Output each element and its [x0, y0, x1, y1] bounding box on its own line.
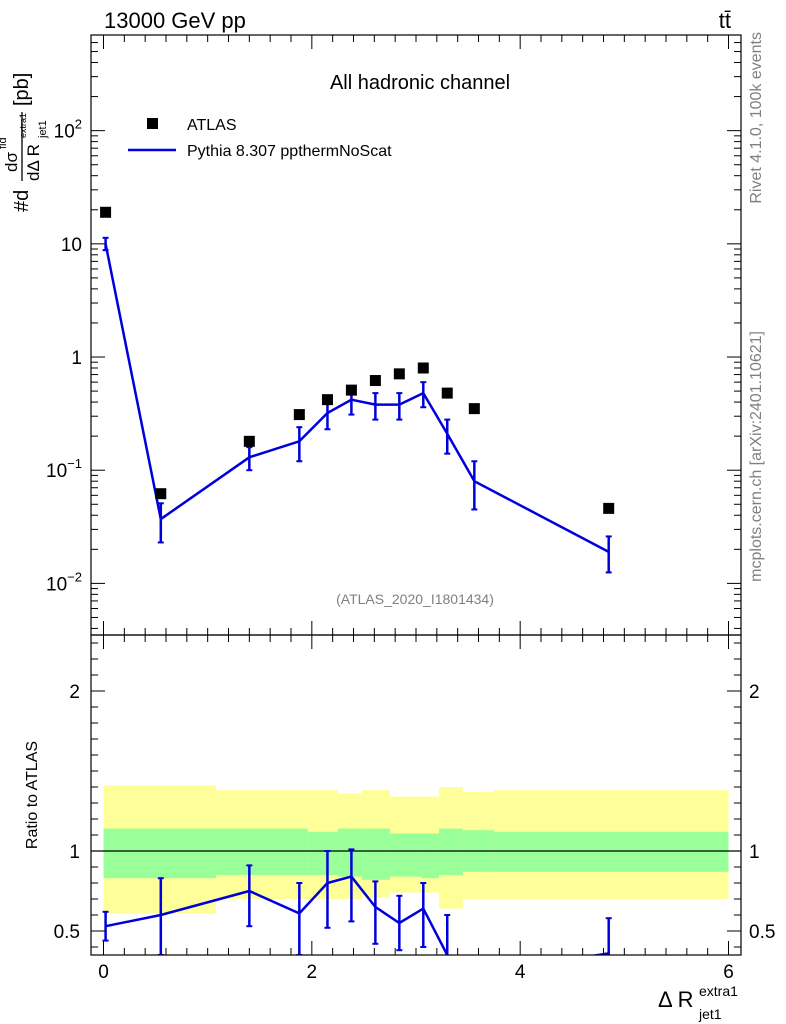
uncertainty-band-inner	[389, 833, 422, 877]
y-label-unit: [pb]	[11, 73, 33, 106]
legend: ATLAS Pythia 8.307 ppthermNoScat	[128, 117, 392, 160]
source-label: mcplots.cern.ch [arXiv:2401.10621]	[748, 331, 765, 582]
ratio-y-axis-label: Ratio to ATLAS	[24, 741, 41, 849]
x-tick-label: 6	[723, 962, 734, 983]
legend-atlas-marker	[147, 118, 158, 129]
atlas-data-point	[603, 502, 615, 514]
atlas-data-point	[243, 435, 255, 447]
y-label-numerator: dσ	[2, 152, 21, 172]
ratio-axis-ticks: 0.5 0.5 1 1 2 2 0 2 4 6	[54, 635, 775, 983]
uncertainty-band-inner	[494, 831, 729, 872]
uncertainty-band-inner	[421, 833, 439, 879]
uncertainty-band-inner	[216, 828, 308, 875]
uncertainty-band-inner	[438, 828, 463, 875]
ratio-y-tick-label-right: 0.5	[749, 922, 775, 943]
y-label-denominator-sub: jet1	[37, 120, 49, 139]
x-tick-label: 2	[307, 962, 318, 983]
atlas-data-point	[417, 362, 429, 374]
x-tick-label: 4	[515, 962, 526, 983]
ratio-y-tick-label-right: 1	[749, 842, 760, 863]
x-label-main: Δ R	[658, 987, 693, 1012]
rivet-version-label: Rivet 4.1.0, 100k events	[748, 32, 765, 204]
uncertainty-band-inner	[307, 831, 338, 875]
x-tick-label: 0	[98, 962, 109, 983]
chart-title: All hadronic channel	[330, 72, 510, 94]
atlas-data-point	[393, 368, 405, 380]
legend-atlas-label: ATLAS	[187, 117, 237, 134]
main-y-axis-label: #d dσ fid dΔ R jet1 extra1 [pb]	[0, 73, 49, 212]
ratio-y-tick-label-left: 2	[69, 682, 80, 703]
ratio-plot-area	[91, 785, 741, 955]
process-label: tt̄	[719, 8, 731, 33]
main-y-tick-label: 102	[54, 117, 82, 143]
ratio-y-tick-label-right: 2	[749, 682, 760, 703]
atlas-data-point	[321, 394, 333, 406]
main-plot-area	[100, 206, 615, 574]
ratio-line	[105, 875, 609, 955]
analysis-label: (ATLAS_2020_I1801434)	[336, 591, 494, 607]
mc-line	[104, 243, 610, 553]
y-label-prefix: #d	[11, 190, 33, 212]
y-label-denominator: dΔ R	[24, 144, 43, 181]
x-label-sub: jet1	[698, 1006, 722, 1022]
legend-pythia-label: Pythia 8.307 ppthermNoScat	[187, 143, 392, 160]
ratio-y-tick-label-left: 0.5	[54, 922, 80, 943]
x-label-sup: extra1	[699, 983, 738, 999]
main-y-tick-label: 10−2	[46, 569, 82, 595]
uncertainty-band-inner	[361, 828, 390, 880]
uncertainty-band-inner	[103, 828, 216, 879]
energy-label: 13000 GeV pp	[104, 8, 246, 33]
main-y-tick-label: 1	[71, 348, 82, 369]
ratio-y-tick-label-left: 1	[69, 842, 80, 863]
atlas-data-point	[369, 375, 381, 387]
atlas-data-point	[155, 488, 167, 500]
x-axis-label: Δ R jet1 extra1	[658, 983, 738, 1022]
ratio-panel: 0.5 0.5 1 1 2 2 0 2 4 6 Ratio to ATLAS	[24, 634, 775, 983]
atlas-data-point	[468, 403, 480, 415]
atlas-data-point	[100, 206, 112, 218]
uncertainty-band-inner	[337, 828, 362, 877]
main-y-tick-label: 10−1	[46, 456, 82, 482]
atlas-data-point	[293, 409, 305, 421]
y-label-denominator-sup: extra1	[18, 113, 28, 138]
atlas-data-point	[345, 384, 357, 396]
atlas-data-point	[441, 387, 453, 399]
main-y-tick-label: 10	[61, 235, 82, 256]
main-axis-ticks: 10−2 10−1 1 10 102	[46, 34, 741, 635]
y-label-numerator-sup: fid	[0, 137, 9, 149]
main-panel: 10−2 10−1 1 10 102 All hadronic channel (ATL…	[0, 34, 742, 636]
